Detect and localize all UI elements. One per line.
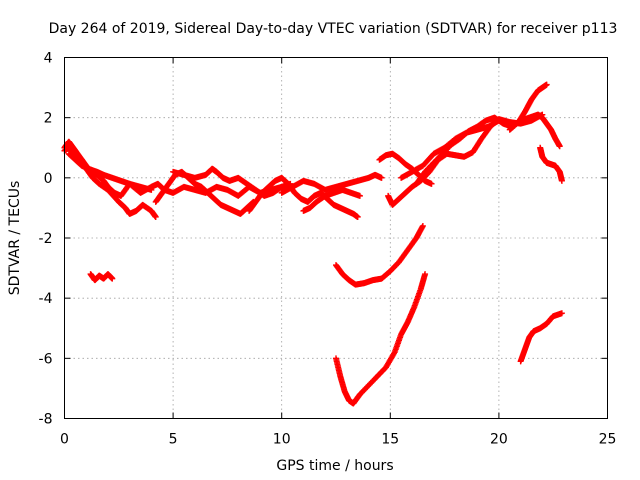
data-point [390, 350, 397, 357]
chart-title: Day 264 of 2019, Sidereal Day-to-day VTE… [49, 21, 618, 37]
y-tick-label: -6 [39, 351, 53, 367]
series-arc7 [278, 171, 385, 196]
y-tick-labels: -8 -6 -4 -2 0 2 4 [39, 51, 53, 428]
x-tick-label: 5 [169, 432, 178, 448]
x-axis-label: GPS time / hours [276, 458, 393, 474]
y-tick-label: 0 [44, 171, 53, 187]
series-arc4 [152, 168, 257, 217]
x-tick-label: 0 [60, 432, 69, 448]
data-point [109, 275, 116, 282]
y-tick-label: -8 [39, 412, 53, 428]
data-point [556, 143, 563, 150]
series-arc10 [333, 222, 426, 288]
data-points [61, 81, 565, 407]
data-point [422, 271, 429, 278]
series-arc6 [246, 174, 361, 220]
series-arc11 [333, 271, 429, 407]
x-tick-label: 25 [599, 432, 617, 448]
data-point [152, 213, 159, 220]
y-tick-label: 2 [44, 111, 53, 127]
grid-lines [64, 57, 608, 419]
data-point [148, 186, 155, 193]
series-arc8 [300, 186, 363, 214]
series-arc9 [87, 271, 116, 284]
data-point [428, 180, 435, 187]
x-tick-label: 10 [273, 432, 291, 448]
series-arc3 [65, 150, 155, 193]
series-arc2 [61, 138, 159, 220]
plot-frame [64, 57, 608, 419]
series-arc17 [537, 144, 565, 184]
data-point [558, 177, 565, 184]
x-tick-label: 20 [490, 432, 508, 448]
y-axis-label: SDTVAR / TECUs [7, 181, 23, 296]
x-tick-labels: 0 5 10 15 20 25 [60, 432, 616, 448]
y-tick-label: -4 [39, 291, 53, 307]
y-tick-label: -2 [39, 231, 53, 247]
series-arc16 [506, 81, 550, 133]
data-point [558, 310, 565, 317]
series-arc18 [517, 310, 565, 365]
data-point [419, 222, 426, 229]
x-tick-label: 15 [381, 432, 399, 448]
y-tick-label: 4 [44, 51, 53, 67]
data-point [354, 213, 361, 220]
data-point [356, 192, 363, 199]
data-point [543, 81, 550, 88]
data-point [378, 174, 385, 181]
